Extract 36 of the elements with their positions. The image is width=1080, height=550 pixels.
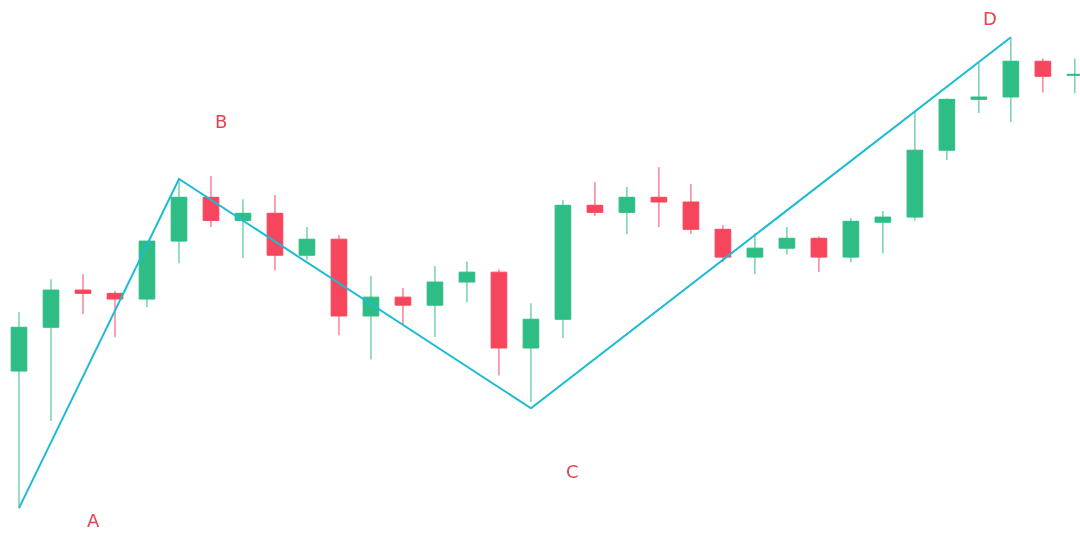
annotation: B — [215, 111, 228, 132]
candlestick — [266, 194, 284, 271]
candlestick — [874, 210, 892, 254]
candlestick — [202, 175, 220, 228]
candlestick — [362, 275, 380, 360]
candlestick — [906, 110, 924, 221]
candlestick — [138, 240, 156, 308]
candlestick — [490, 268, 508, 376]
candlestick — [298, 226, 316, 261]
candlestick — [682, 183, 700, 235]
candlestick — [458, 260, 476, 303]
candlestick — [586, 181, 604, 217]
text: D — [983, 8, 997, 29]
candlestick — [842, 217, 860, 263]
candlestick — [10, 311, 28, 509]
candlestick — [42, 278, 60, 422]
candlestick — [330, 234, 348, 336]
candlestick — [170, 178, 188, 264]
candlestick — [106, 290, 124, 338]
candlestick — [970, 62, 988, 114]
candlestick — [778, 226, 796, 255]
candlestick — [1034, 57, 1052, 93]
annotation: C — [566, 461, 579, 482]
candlestick — [714, 224, 732, 263]
candlestick — [650, 166, 668, 228]
candlestick — [426, 265, 444, 338]
candlestick — [394, 287, 412, 325]
candlestick — [810, 235, 828, 273]
text: A — [87, 510, 100, 531]
candlestick — [746, 232, 764, 275]
candlestick — [554, 199, 572, 339]
candlestick — [74, 273, 92, 315]
candlestick — [1002, 36, 1020, 123]
candlestick — [522, 302, 540, 403]
candlestick — [618, 186, 636, 235]
candlestick — [938, 97, 956, 161]
